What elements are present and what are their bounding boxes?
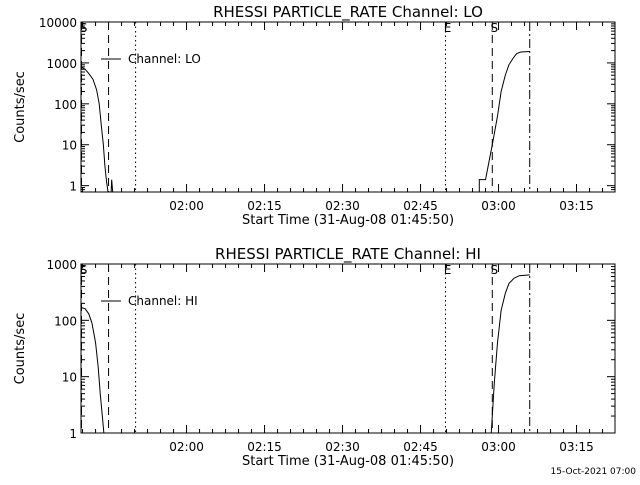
x-tick-label: 02:00 <box>169 440 204 454</box>
x-tick-label: 03:15 <box>559 440 594 454</box>
y-axis-label: Counts/sec <box>13 313 28 385</box>
x-tick-label: 02:30 <box>325 440 360 454</box>
data-series-line <box>80 306 105 434</box>
x-tick-label: 02:00 <box>169 199 204 213</box>
x-axis-label: Start Time (31-Aug-08 01:45:50) <box>242 454 454 469</box>
marker-label: E <box>444 263 452 277</box>
y-tick-label: 1 <box>69 180 77 194</box>
x-axis-label: Start Time (31-Aug-08 01:45:50) <box>242 213 454 228</box>
chart-title: RHESSI PARTICLE_RATE Channel: HI <box>215 245 481 264</box>
y-tick-label: 100 <box>54 98 77 112</box>
y-tick-label: 10000 <box>39 16 77 30</box>
x-tick-label: 03:00 <box>481 440 516 454</box>
y-tick-label: 10 <box>62 139 77 153</box>
x-tick-label: 03:15 <box>559 199 594 213</box>
plot-frame <box>80 263 616 434</box>
marker-label: S <box>490 21 498 35</box>
x-tick-label: 02:45 <box>403 440 438 454</box>
marker-label: S <box>80 21 88 35</box>
x-tick-label: 03:00 <box>481 199 516 213</box>
data-series-line <box>110 179 114 193</box>
y-tick-label: 100 <box>54 314 77 328</box>
y-tick-label: 1000 <box>46 258 77 272</box>
data-series-line <box>490 274 530 434</box>
marker-label: E <box>444 21 452 35</box>
chart-title: RHESSI PARTICLE_RATE Channel: LO <box>213 3 483 22</box>
y-tick-label: 1 <box>69 427 77 441</box>
legend-label: Channel: HI <box>128 294 198 308</box>
y-axis-label: Counts/sec <box>13 71 28 143</box>
x-tick-label: 02:30 <box>325 199 360 213</box>
x-tick-label: 02:15 <box>247 440 282 454</box>
marker-label: S <box>490 263 498 277</box>
footer-timestamp: 15-Oct-2021 07:00 <box>551 467 637 477</box>
y-tick-label: 1000 <box>46 57 77 71</box>
y-tick-label: 10 <box>62 371 77 385</box>
data-series-line <box>80 66 109 193</box>
x-tick-label: 02:45 <box>403 199 438 213</box>
plot-frame <box>80 21 616 193</box>
marker-label: S <box>80 263 88 277</box>
x-tick-label: 02:15 <box>247 199 282 213</box>
data-series-line <box>478 51 530 192</box>
legend-label: Channel: LO <box>128 52 201 66</box>
